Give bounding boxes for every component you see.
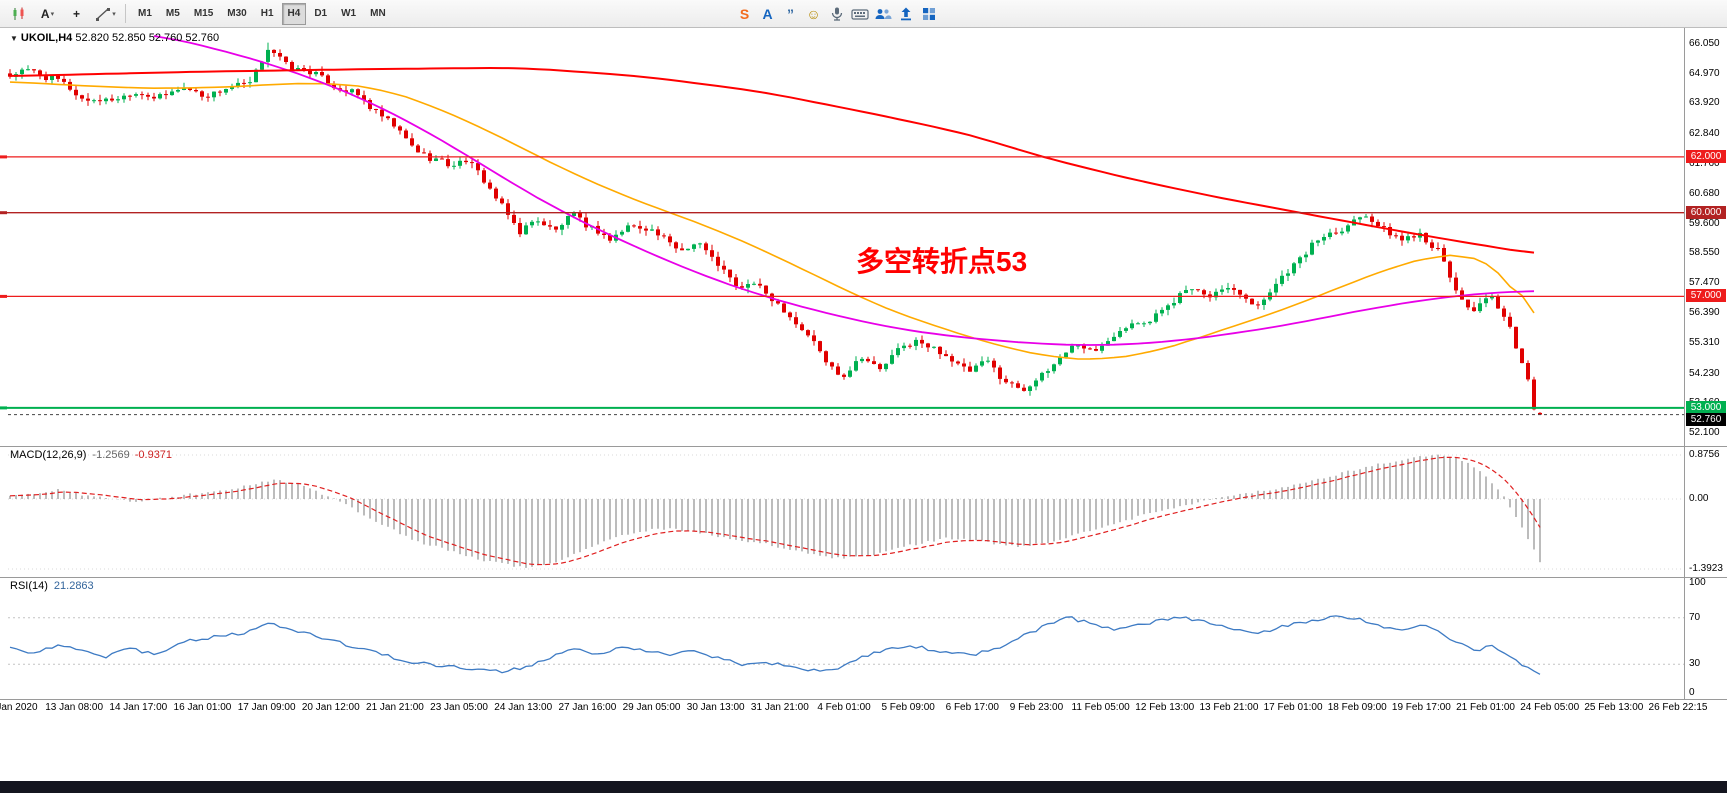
microphone-icon[interactable] xyxy=(826,4,847,25)
dropdown-caret-icon[interactable]: ▾ xyxy=(112,10,116,18)
smiley-icon[interactable]: ☺ xyxy=(806,6,821,22)
chart-tools-group: A ▾ + ▾ xyxy=(4,0,120,27)
people-icon[interactable] xyxy=(872,4,893,25)
ma-slow-red xyxy=(9,66,1535,254)
ohlc-values: 52.820 52.850 52.760 52.760 xyxy=(75,32,220,44)
keyboard-icon[interactable] xyxy=(849,4,870,25)
timeframe-button-m5[interactable]: M5 xyxy=(165,8,180,19)
rsi-label: RSI(14) 21.2863 xyxy=(10,580,94,592)
timeframe-group: M1 M5 M15 M30 H1 H4 D1 W1 MN xyxy=(131,0,393,27)
apps-grid-icon[interactable] xyxy=(918,4,939,25)
timeframe-button-h1[interactable]: H1 xyxy=(260,8,274,19)
chart-window: 66.050 64.970 63.920 62.840 61.760 60.680 59.6… xyxy=(0,28,1727,716)
candlesticks xyxy=(8,42,1542,415)
timeframe-button-w1[interactable]: W1 xyxy=(341,8,357,19)
toolbar-separator xyxy=(125,4,126,23)
taskbar[interactable] xyxy=(0,781,1727,793)
font-a-icon[interactable]: A xyxy=(762,6,773,22)
macd-histogram xyxy=(9,454,1541,568)
timeframe-button-m1[interactable]: M1 xyxy=(138,8,152,19)
annotation-text-object[interactable]: 多空转折点53 xyxy=(856,246,1028,277)
panel-separator[interactable] xyxy=(0,446,1727,447)
dropdown-caret-icon[interactable]: ▾ xyxy=(50,10,55,18)
time-axis[interactable] xyxy=(0,699,1727,716)
macd-main-value: -1.2569 xyxy=(92,449,130,461)
macd-name: MACD(12,26,9) xyxy=(10,449,87,461)
app-icons-group: S A ” ☺ xyxy=(733,0,940,28)
timeframe-button-m15[interactable]: M15 xyxy=(193,8,214,19)
orange-s-logo[interactable]: S xyxy=(739,6,750,22)
panel-separator[interactable] xyxy=(0,577,1727,578)
price-axis[interactable] xyxy=(1684,28,1727,716)
rsi-line xyxy=(9,615,1541,675)
crosshair-icon[interactable]: + xyxy=(72,6,80,21)
chart-canvas[interactable] xyxy=(0,28,1727,716)
ma-mid-magenta xyxy=(153,35,1535,346)
symbol-ohlc-header: ▼ UKOIL,H4 52.820 52.850 52.760 52.760 xyxy=(10,32,219,44)
text-tool-icon[interactable]: A ▾ xyxy=(40,6,55,21)
ma-fast-orange xyxy=(9,81,1535,360)
timeframe-button-d1[interactable]: D1 xyxy=(314,8,328,19)
rsi-value: 21.2863 xyxy=(53,580,94,592)
macd-signal-value: -0.9371 xyxy=(134,449,173,461)
macd-label: MACD(12,26,9) -1.2569 -0.9371 xyxy=(10,449,172,461)
draw-tools-icon[interactable]: ▾ xyxy=(92,2,119,25)
macd-signal-line xyxy=(9,456,1541,566)
timeframe-button-h4[interactable]: H4 xyxy=(281,2,307,25)
timeframe-button-mn[interactable]: MN xyxy=(370,8,386,19)
chevron-down-icon[interactable]: ▼ xyxy=(10,34,18,43)
symbol-label: UKOIL,H4 xyxy=(20,32,73,44)
upload-icon[interactable] xyxy=(895,4,916,25)
quotes-icon[interactable]: ” xyxy=(787,6,794,22)
toolbar: A ▾ + ▾ M1 M5 M15 M30 H1 H4 D1 W1 MN S A ” ☺ xyxy=(0,0,1727,28)
candlestick-chart-icon[interactable] xyxy=(5,2,32,25)
rsi-name: RSI(14) xyxy=(10,580,48,592)
timeframe-button-m30[interactable]: M30 xyxy=(227,8,247,19)
